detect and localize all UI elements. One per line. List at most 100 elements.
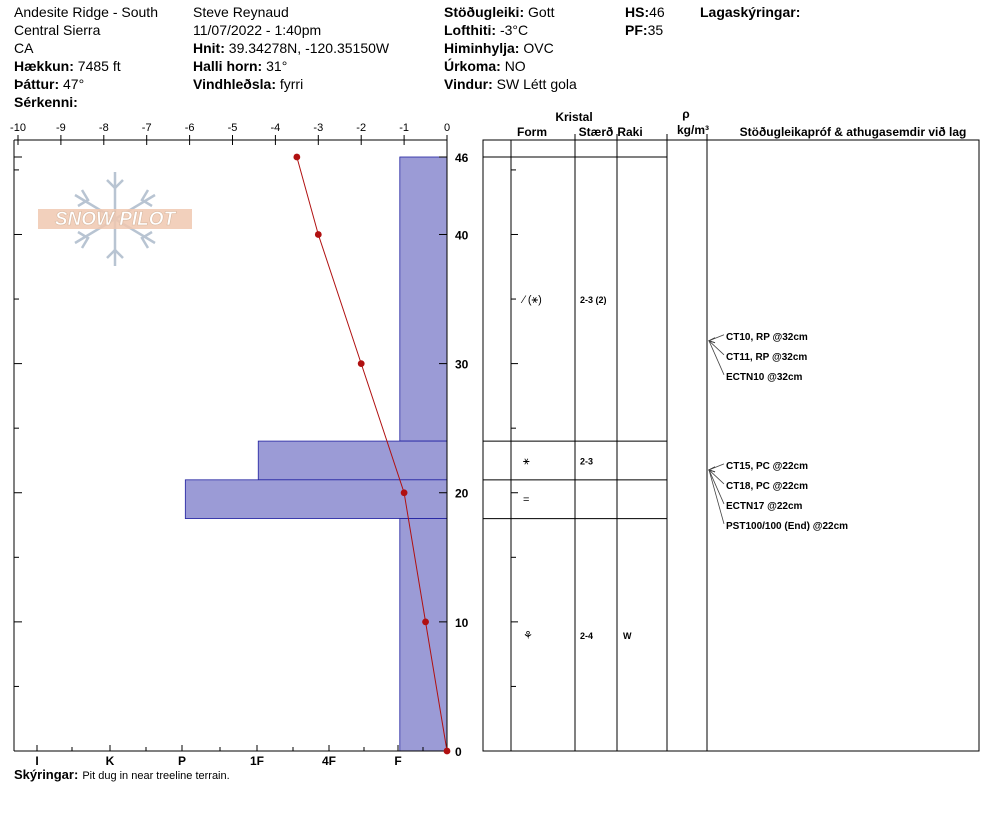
layer-moisture: W: [623, 631, 632, 641]
legend-label: Lagaskýringar:: [700, 4, 801, 20]
stability-test-label: ECTN10 @32cm: [726, 372, 803, 383]
features: Sérkenni:: [14, 93, 158, 111]
stability-test-label: CT18, PC @22cm: [726, 481, 808, 492]
wind-loading-label: Vindhleðsla:: [193, 76, 276, 92]
layer-size: 2-3: [580, 456, 593, 466]
wind-loading: Vindhleðsla: fyrri: [193, 75, 389, 93]
test-arrow-line: [708, 469, 725, 505]
test-arrow-line: [708, 469, 725, 525]
temp-tick-label: -9: [56, 122, 66, 134]
state: CA: [14, 40, 34, 56]
elevation-label: Hækkun:: [14, 58, 74, 74]
test-arrow-head: [707, 337, 716, 344]
air-temp: Lofthiti: -3°C: [444, 21, 577, 39]
header-size: Stærð: [579, 125, 614, 139]
aspect-label: Þáttur:: [14, 76, 60, 92]
height-tick-label: 10: [455, 616, 469, 630]
temperature-line: [296, 156, 448, 752]
stability-test-label: PST100/100 (End) @22cm: [726, 521, 848, 532]
wind-label: Vindur:: [444, 76, 493, 92]
header-col-observer: Steve Reynaud 11/07/2022 - 1:40pm Hnit: …: [193, 3, 389, 93]
height-tick-label: 0: [455, 745, 462, 759]
location-name: Andesite Ridge - South: [14, 4, 158, 20]
stability-value: Gott: [528, 4, 555, 20]
hardness-tick-label: P: [178, 754, 186, 768]
hs-label: HS:: [625, 4, 650, 20]
height-tick-label: 40: [455, 228, 469, 242]
sky: Himinhylja: OVC: [444, 39, 577, 57]
temp-tick-label: -8: [99, 122, 109, 134]
header-form: Form: [517, 125, 547, 139]
footer-notes: Skýringar: Pit dug in near treeline terra…: [14, 767, 230, 782]
hs-value: 46: [649, 4, 665, 20]
stability: Stöðugleiki: Gott: [444, 3, 577, 21]
layer-size: 2-3 (2): [580, 295, 607, 305]
stability-test-label: ECTN17 @22cm: [726, 501, 803, 512]
header-col-depths: HS:46 PF:35: [625, 3, 665, 39]
test-arrow-line: [708, 469, 725, 485]
aspect-value: 47°: [63, 76, 85, 92]
aspect: Þáttur: 47°: [14, 75, 158, 93]
pf-value: 35: [647, 22, 664, 38]
header-crystal: Kristal: [555, 110, 592, 124]
header-col-conditions: Stöðugleiki: Gott Lofthiti: -3°C Himinhy…: [444, 3, 577, 93]
datetime: 11/07/2022 - 1:40pm: [193, 22, 322, 38]
height-tick-label: 20: [455, 487, 469, 501]
hardness-tick-label: K: [106, 754, 115, 768]
hardness-tick-label: 4F: [322, 754, 336, 768]
hs: HS:46: [625, 3, 665, 21]
pf: PF:35: [625, 21, 665, 39]
temp-tick-label: -4: [271, 122, 281, 134]
temperature-point: [357, 360, 365, 368]
precip-value: NO: [504, 58, 526, 74]
height-tick-label: 46: [455, 151, 469, 165]
pf-label: PF:: [625, 22, 648, 38]
precip: Úrkoma: NO: [444, 57, 577, 75]
header-moisture: Raki: [617, 125, 642, 139]
slope-label: Halli horn:: [193, 58, 263, 74]
temp-tick-label: -7: [142, 122, 152, 134]
slope: Halli horn: 31°: [193, 57, 389, 75]
hardness-bar: [257, 440, 448, 481]
layer-form: ⚹: [523, 455, 530, 467]
temperature-point: [422, 618, 429, 626]
wind-loading-value: fyrri: [279, 76, 304, 92]
air-temp-label: Lofthiti:: [444, 22, 497, 38]
test-arrow-head: [707, 466, 716, 473]
observer: Steve Reynaud: [193, 4, 289, 20]
header-density-unit: kg/m³: [677, 123, 709, 137]
temp-tick-label: -1: [399, 122, 409, 134]
temp-tick-label: 0: [444, 122, 450, 134]
hardness-tick-label: F: [394, 754, 401, 768]
wind-value: SW Létt gola: [496, 76, 577, 92]
height-tick-label: 30: [455, 358, 469, 372]
layer-size: 2-4: [580, 631, 593, 641]
temp-tick-label: -5: [228, 122, 238, 134]
layer-form: ⁄ (⚹): [520, 294, 542, 306]
layer-form: ⚘: [523, 630, 533, 642]
slope-value: 31°: [266, 58, 288, 74]
temperature-point: [293, 153, 301, 161]
header-density-symbol: ρ: [682, 107, 689, 121]
temperature-point: [443, 747, 451, 755]
notes-label: Skýringar:: [14, 767, 79, 782]
elevation: Hækkun: 7485 ft: [14, 57, 158, 75]
test-arrow-line: [708, 340, 725, 375]
logo-band: [38, 209, 192, 229]
snow-pilot-logo: SNOW PILOT: [38, 172, 192, 266]
stability-test-label: CT10, RP @32cm: [726, 332, 808, 343]
stability-test-label: CT11, RP @32cm: [726, 352, 807, 363]
stability-test-label: CT15, PC @22cm: [726, 461, 808, 472]
temp-tick-label: -6: [185, 122, 195, 134]
sky-label: Himinhylja:: [444, 40, 520, 56]
coords-label: Hnit:: [193, 40, 225, 56]
notes-value: Pit dug in near treeline terrain.: [82, 770, 230, 782]
elevation-value: 7485 ft: [77, 58, 121, 74]
logo-text: SNOW PILOT: [55, 209, 177, 230]
temp-tick-label: -3: [313, 122, 323, 134]
sky-value: OVC: [523, 40, 554, 56]
region: Central Sierra: [14, 22, 101, 38]
temperature-point: [314, 231, 322, 238]
coords-value: 39.34278N, -120.35150W: [228, 40, 390, 56]
